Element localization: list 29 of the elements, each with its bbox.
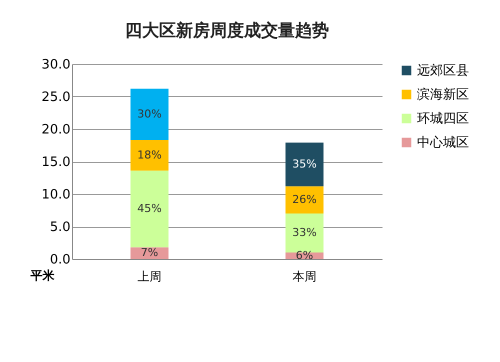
legend-label: 环城四区 (417, 112, 469, 126)
chart-title: 四大区新房周度成交量趋势 (125, 21, 329, 41)
x-tick-label: 本周 (292, 270, 316, 284)
annotation: 6% (296, 248, 314, 262)
y-tick-label: 0.0 (50, 252, 70, 268)
bar (286, 142, 324, 186)
y-tick-label: 10.0 (42, 188, 70, 202)
bar (130, 88, 168, 140)
annotation: 30% (137, 107, 162, 120)
bar (130, 140, 168, 171)
bar (286, 186, 324, 214)
annotation: 7% (140, 246, 158, 260)
y-tick-label: 25.0 (42, 90, 70, 105)
y-tick-label: 20.0 (42, 122, 70, 138)
annotation: 18% (137, 148, 162, 162)
annotation: 45% (137, 202, 162, 215)
annotation: 26% (292, 192, 317, 206)
bar (130, 170, 168, 248)
annotation: 35% (292, 157, 317, 170)
y-tick-label: 15.0 (42, 155, 70, 170)
bar (286, 214, 324, 252)
y-axis-title: 平米 (30, 268, 56, 282)
annotation: 33% (292, 226, 317, 239)
legend-label: 中心城区 (417, 134, 469, 150)
y-tick-label: 5.0 (50, 220, 70, 235)
x-tick-label: 上周 (138, 270, 162, 284)
legend-label: 滨海新区 (417, 86, 469, 102)
legend-label: 远郊区县 (417, 64, 469, 78)
y-tick-label: 30.0 (42, 58, 70, 72)
